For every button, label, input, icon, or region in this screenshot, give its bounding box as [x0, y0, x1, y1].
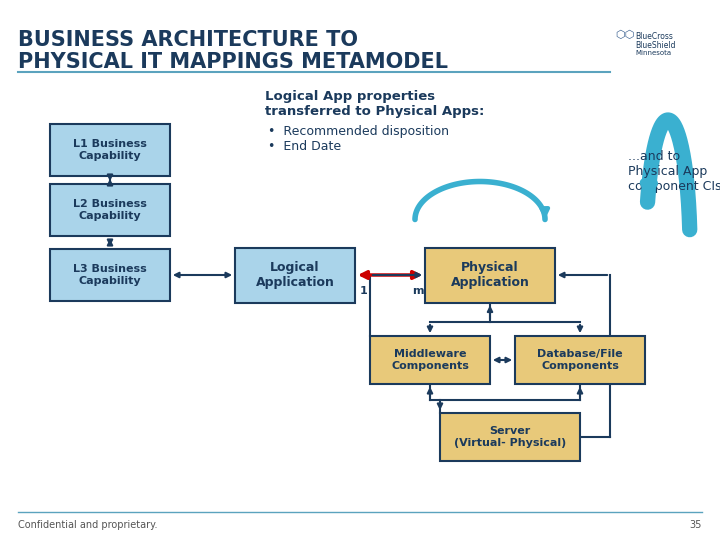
Text: ⬡⬡: ⬡⬡ [615, 30, 634, 40]
Text: Minnesota: Minnesota [635, 50, 671, 56]
Text: BlueShield: BlueShield [635, 41, 675, 50]
Text: BlueCross: BlueCross [635, 32, 673, 41]
FancyBboxPatch shape [440, 413, 580, 461]
FancyBboxPatch shape [515, 336, 645, 384]
Text: Middleware
Components: Middleware Components [391, 349, 469, 371]
Text: 1: 1 [360, 286, 368, 296]
Text: L3 Business
Capability: L3 Business Capability [73, 264, 147, 286]
Text: 35: 35 [690, 520, 702, 530]
FancyBboxPatch shape [50, 184, 170, 236]
Text: BUSINESS ARCHITECTURE TO: BUSINESS ARCHITECTURE TO [18, 30, 358, 50]
Text: •  Recommended disposition: • Recommended disposition [268, 125, 449, 138]
Text: Logical
Application: Logical Application [256, 261, 334, 289]
Text: Database/File
Components: Database/File Components [537, 349, 623, 371]
Text: Server
(Virtual- Physical): Server (Virtual- Physical) [454, 426, 566, 448]
FancyBboxPatch shape [370, 336, 490, 384]
Text: PHYSICAL IT MAPPINGS METAMODEL: PHYSICAL IT MAPPINGS METAMODEL [18, 52, 448, 72]
Text: ...and to
Physical App
component CIs: ...and to Physical App component CIs [628, 150, 720, 193]
Text: L2 Business
Capability: L2 Business Capability [73, 199, 147, 221]
Text: m: m [412, 286, 423, 296]
Text: Confidential and proprietary.: Confidential and proprietary. [18, 520, 158, 530]
FancyBboxPatch shape [425, 247, 555, 302]
FancyBboxPatch shape [50, 124, 170, 176]
FancyBboxPatch shape [235, 247, 355, 302]
FancyBboxPatch shape [50, 249, 170, 301]
Text: •  End Date: • End Date [268, 140, 341, 153]
Text: Logical App properties
transferred to Physical Apps:: Logical App properties transferred to Ph… [265, 90, 485, 118]
Text: L1 Business
Capability: L1 Business Capability [73, 139, 147, 161]
Text: Physical
Application: Physical Application [451, 261, 529, 289]
